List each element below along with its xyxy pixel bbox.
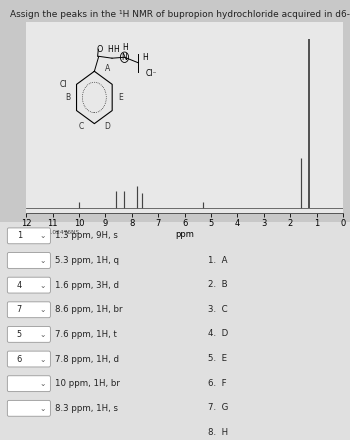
Text: 5: 5 xyxy=(17,330,22,339)
Text: 10 ppm, 1H, br: 10 ppm, 1H, br xyxy=(55,379,120,388)
Text: 7.6 ppm, 1H, t: 7.6 ppm, 1H, t xyxy=(55,330,117,339)
Text: 1.  A: 1. A xyxy=(208,256,228,264)
Text: E: E xyxy=(118,93,123,102)
Text: H: H xyxy=(142,53,148,62)
Text: 5.3 ppm, 1H, q: 5.3 ppm, 1H, q xyxy=(55,256,119,265)
Text: H: H xyxy=(107,45,113,54)
Text: 7: 7 xyxy=(17,305,22,314)
Text: D: D xyxy=(105,122,110,131)
Text: 5.  E: 5. E xyxy=(208,354,228,363)
Text: 8.3 ppm, 1H, s: 8.3 ppm, 1H, s xyxy=(55,404,118,413)
Text: B: B xyxy=(66,93,71,102)
Text: Assign the peaks in the ¹H NMR of bupropion hydrochloride acquired in d6-DMSO.: Assign the peaks in the ¹H NMR of buprop… xyxy=(10,10,350,18)
Text: ⌄: ⌄ xyxy=(40,231,46,240)
Text: 6.  F: 6. F xyxy=(208,379,227,388)
Text: 4.  D: 4. D xyxy=(208,330,229,338)
Text: 1: 1 xyxy=(17,231,22,240)
Text: 6: 6 xyxy=(17,355,22,363)
Text: ⌄: ⌄ xyxy=(40,330,46,339)
Text: 8.  H: 8. H xyxy=(208,428,228,437)
Text: 4: 4 xyxy=(17,281,22,290)
Text: 8.6 ppm, 1H, br: 8.6 ppm, 1H, br xyxy=(55,305,123,314)
Text: ⌄: ⌄ xyxy=(40,355,46,363)
Text: HR201102476NS: HR201102476NS xyxy=(29,230,79,235)
Text: ⌄: ⌄ xyxy=(40,256,46,265)
Text: C: C xyxy=(79,122,84,131)
Text: Cl⁻: Cl⁻ xyxy=(146,69,158,77)
Text: 7.8 ppm, 1H, d: 7.8 ppm, 1H, d xyxy=(55,355,119,363)
Text: 2.  B: 2. B xyxy=(208,280,228,289)
Text: H: H xyxy=(122,43,128,52)
Text: N: N xyxy=(121,53,127,62)
Text: ⌄: ⌄ xyxy=(40,305,46,314)
Text: 1.6 ppm, 3H, d: 1.6 ppm, 3H, d xyxy=(55,281,119,290)
Text: 1.3 ppm, 9H, s: 1.3 ppm, 9H, s xyxy=(55,231,118,240)
Text: ⌄: ⌄ xyxy=(40,379,46,388)
Text: ppm: ppm xyxy=(175,230,194,239)
Text: A: A xyxy=(105,64,110,73)
Text: H: H xyxy=(113,45,119,54)
Text: O: O xyxy=(96,45,103,54)
Text: ⌄: ⌄ xyxy=(40,404,46,413)
Text: 3.  C: 3. C xyxy=(208,305,228,314)
Text: ⌄: ⌄ xyxy=(40,281,46,290)
Text: 7.  G: 7. G xyxy=(208,403,229,412)
Text: Cl: Cl xyxy=(60,80,67,89)
